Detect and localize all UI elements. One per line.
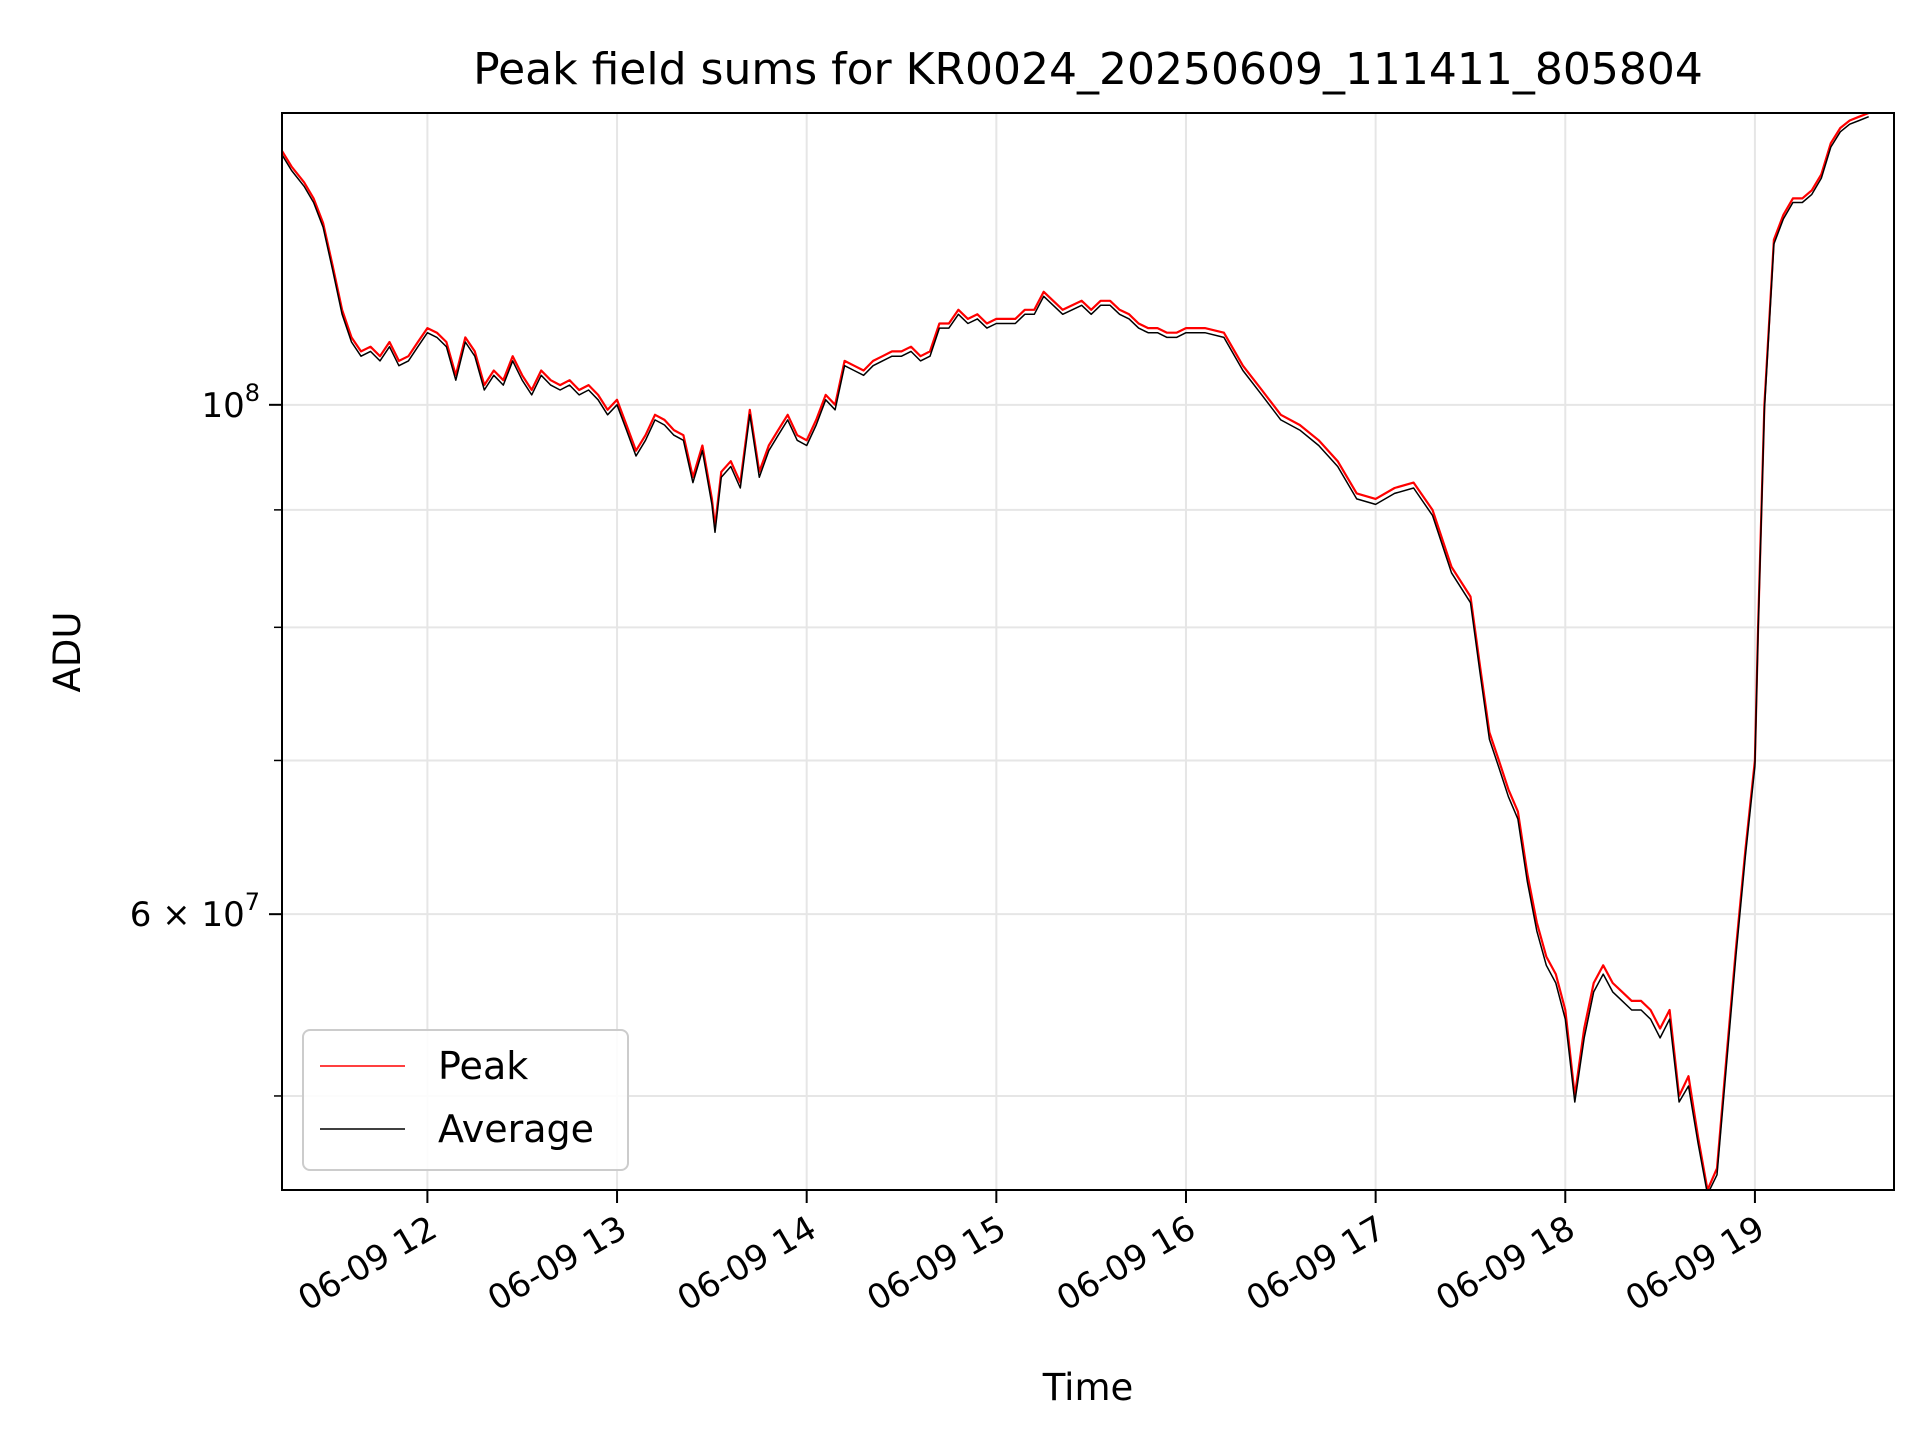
y-tick-label-exponent: 7 [245,888,260,916]
y-tick-label-base: 10 [201,386,244,426]
legend-label-average: Average [438,1107,594,1151]
legend: Peak Average [302,1029,629,1171]
y-tick-label-base: 6 × 10 [130,895,245,935]
legend-box [302,1029,629,1171]
series-line-average [282,116,1869,1190]
legend-label-peak: Peak [438,1044,528,1088]
series-line-peak [282,113,1870,1190]
y-tick-label: 108 [201,379,260,426]
y-axis: 108 6 × 107 [130,379,282,1097]
plot-frame [281,112,1895,1191]
y-tick-label-exponent: 8 [245,379,260,407]
x-axis-label: Time [1042,1366,1134,1409]
y-axis-label: ADU [46,612,89,693]
y-tick-label: 6 × 107 [130,888,260,935]
series-layer [282,113,1870,1190]
chart-title: Peak field sums for KR0024_20250609_1114… [473,44,1703,95]
